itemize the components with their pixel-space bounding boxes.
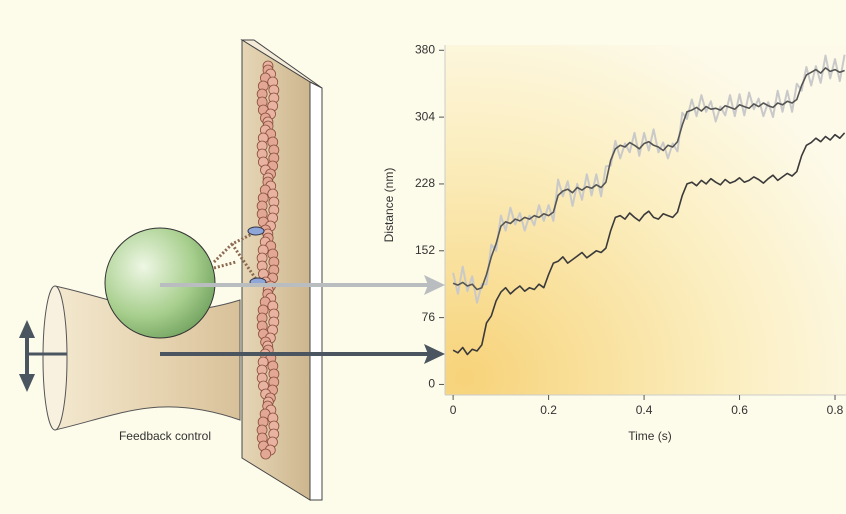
y-tick-label: 228 <box>415 176 435 190</box>
trap-opening <box>43 286 67 430</box>
x-tick-label: 0 <box>450 403 457 417</box>
x-tick-label: 0.4 <box>636 403 653 417</box>
y-tick-label: 76 <box>422 310 436 324</box>
myosin-head <box>248 227 264 235</box>
x-axis-title: Time (s) <box>628 429 672 443</box>
slab-side <box>310 82 322 500</box>
diagram: Feedback control <box>19 40 445 500</box>
y-axis-title: Distance (nm) <box>382 168 396 243</box>
figure: Feedback control Distance (nm) Time (s) … <box>0 0 846 514</box>
arrow-head <box>19 374 35 392</box>
diagram-label: Feedback control <box>119 429 211 443</box>
x-tick-label: 0.2 <box>540 403 557 417</box>
x-tick-label: 0.6 <box>731 403 748 417</box>
y-tick-label: 152 <box>415 243 435 257</box>
arrow-head <box>19 320 35 338</box>
x-tick-label: 0.8 <box>827 403 844 417</box>
y-tick-label: 0 <box>428 377 435 391</box>
y-tick-label: 380 <box>415 42 435 56</box>
y-tick-label: 304 <box>415 109 435 123</box>
actin-monomer <box>261 449 271 459</box>
